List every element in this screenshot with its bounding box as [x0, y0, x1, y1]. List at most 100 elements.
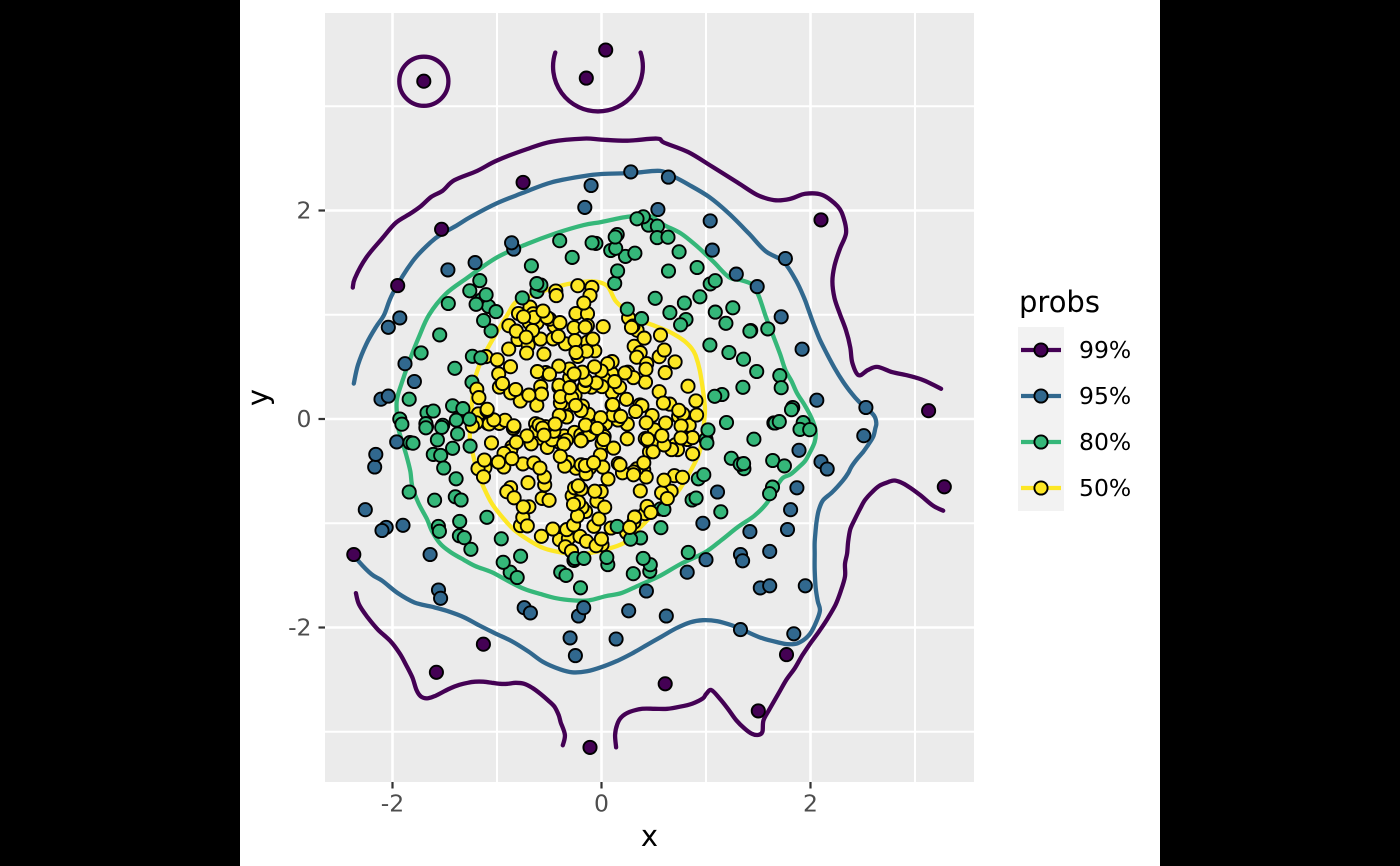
data-point-80% — [418, 420, 434, 436]
data-point-80% — [447, 360, 463, 376]
data-point-80% — [493, 531, 509, 547]
data-point-80% — [802, 422, 818, 438]
data-point-80% — [673, 317, 689, 333]
data-point-99% — [346, 546, 362, 563]
data-point-80% — [401, 484, 417, 500]
data-point-80% — [479, 509, 495, 525]
data-point-99% — [390, 278, 406, 294]
data-point-80% — [607, 275, 623, 291]
data-point-50% — [529, 364, 545, 380]
data-point-95% — [392, 310, 408, 326]
data-point-50% — [628, 403, 644, 420]
data-point-80% — [473, 350, 489, 366]
y-axis-title: y — [241, 389, 275, 406]
data-point-99% — [578, 70, 594, 86]
data-point-50% — [506, 490, 522, 506]
data-point-80% — [401, 391, 417, 407]
data-point-80% — [394, 416, 410, 432]
data-point-95% — [380, 388, 396, 404]
data-point-95% — [467, 255, 483, 271]
data-point-50% — [636, 455, 652, 471]
data-point-95% — [562, 630, 578, 646]
data-point-99% — [921, 403, 937, 419]
data-point-50% — [547, 416, 563, 432]
data-point-80% — [425, 403, 441, 419]
data-point-50% — [632, 483, 648, 499]
data-point-80% — [725, 300, 741, 316]
data-point-80% — [676, 295, 692, 311]
data-point-80% — [680, 544, 696, 560]
data-point-95% — [660, 169, 676, 185]
data-point-50% — [623, 319, 640, 335]
data-point-80% — [509, 569, 525, 586]
data-point-50% — [494, 375, 511, 392]
data-point-80% — [692, 289, 708, 305]
data-point-99% — [778, 647, 795, 663]
data-point-50% — [489, 352, 505, 368]
data-point-50% — [685, 446, 701, 462]
data-point-80% — [627, 245, 643, 261]
data-point-80% — [762, 486, 778, 502]
data-point-50% — [645, 444, 661, 460]
data-point-80% — [760, 321, 776, 337]
data-point-99% — [515, 174, 531, 190]
data-point-80% — [463, 541, 479, 557]
data-point-80% — [450, 426, 466, 442]
data-point-80% — [564, 249, 580, 265]
data-point-80% — [735, 351, 752, 367]
data-point-99% — [475, 636, 491, 652]
data-point-80% — [513, 548, 529, 564]
data-point-50% — [576, 295, 592, 311]
data-point-50% — [520, 475, 536, 491]
data-point-50% — [551, 358, 567, 374]
data-point-50% — [680, 378, 696, 394]
data-point-50% — [619, 431, 635, 447]
data-point-50% — [568, 344, 584, 361]
data-point-95% — [702, 213, 718, 229]
data-point-80% — [514, 290, 530, 306]
data-point-50% — [541, 492, 557, 508]
x-tick-label: 0 — [594, 790, 609, 818]
data-point-95% — [397, 356, 413, 372]
data-point-80% — [610, 263, 626, 279]
data-point-50% — [652, 327, 669, 343]
data-point-80% — [431, 523, 447, 539]
data-point-95% — [732, 622, 749, 638]
data-point-99% — [813, 212, 829, 228]
scatter-hdr-chart: -2 0 2 2 0 -2 x y probs 99% 95% 80% 50% — [241, 13, 1131, 853]
data-point-80% — [462, 411, 478, 427]
data-point-80% — [660, 263, 677, 279]
data-point-50% — [587, 483, 603, 499]
data-point-80% — [429, 432, 445, 448]
data-point-80% — [455, 401, 471, 417]
data-point-80% — [721, 344, 737, 361]
legend-label-99%: 99% — [1079, 336, 1131, 364]
figure: -2 0 2 2 0 -2 x y probs 99% 95% 80% 50% — [240, 0, 1160, 866]
data-point-50% — [552, 315, 568, 331]
data-point-80% — [529, 276, 545, 292]
data-point-80% — [700, 422, 716, 438]
data-point-50% — [545, 521, 561, 537]
data-point-50% — [589, 420, 605, 436]
data-point-80% — [707, 304, 723, 320]
data-point-50% — [674, 469, 691, 485]
data-point-80% — [771, 414, 787, 430]
data-point-95% — [504, 235, 520, 251]
data-point-50% — [618, 391, 635, 407]
data-point-50% — [625, 467, 642, 483]
data-point-80% — [660, 229, 676, 245]
data-point-95% — [856, 428, 872, 444]
data-point-80% — [749, 363, 765, 380]
data-point-80% — [702, 337, 718, 353]
data-point-80% — [436, 460, 452, 476]
data-point-80% — [427, 492, 443, 508]
data-point-80% — [718, 414, 735, 431]
data-point-50% — [536, 427, 552, 443]
data-point-50% — [506, 418, 522, 434]
data-point-80% — [662, 305, 678, 321]
data-point-50% — [570, 278, 586, 294]
data-point-80% — [773, 380, 789, 396]
data-point-95% — [783, 502, 799, 518]
data-point-95% — [638, 583, 654, 599]
data-point-95% — [357, 502, 373, 518]
